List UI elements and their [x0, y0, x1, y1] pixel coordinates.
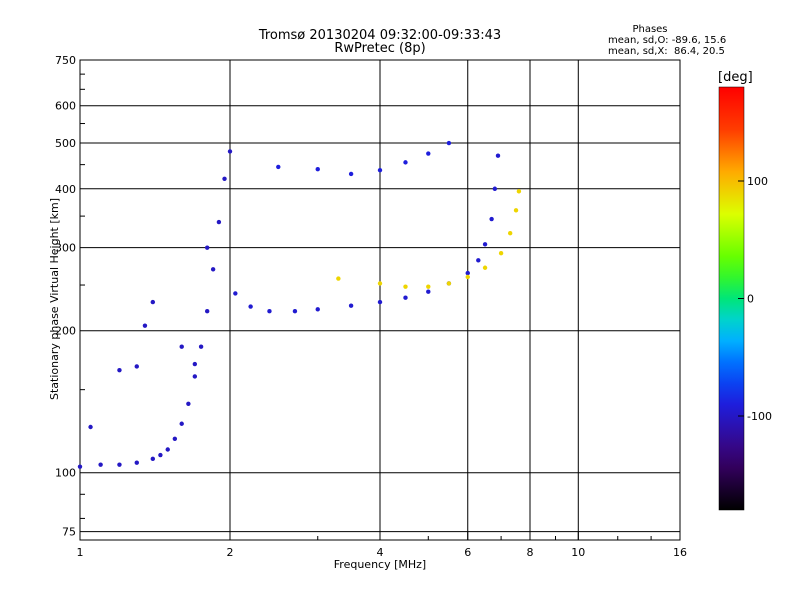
x-tick-label: 6	[464, 546, 471, 559]
x-tick-label: 2	[227, 546, 234, 559]
data-point	[482, 242, 488, 247]
data-point	[465, 274, 470, 280]
data-point	[377, 167, 383, 173]
colorbar-tick-label: 0	[747, 293, 754, 306]
data-point	[222, 176, 227, 181]
x-tick-label: 8	[527, 546, 534, 559]
data-point	[377, 281, 383, 286]
chart-subtitle: RwPretec (8p)	[334, 41, 426, 56]
y-tick-label: 750	[55, 54, 76, 67]
data-point	[227, 149, 233, 154]
data-point	[476, 258, 481, 263]
colorbar-tick-label: -100	[747, 410, 772, 423]
x-tick-label: 4	[377, 546, 384, 559]
data-point	[315, 167, 320, 172]
data-point	[446, 140, 452, 146]
data-point	[165, 447, 170, 452]
data-point	[292, 309, 298, 314]
data-point	[77, 464, 83, 469]
data-point	[216, 219, 222, 225]
data-point	[204, 309, 210, 314]
data-point	[142, 323, 148, 328]
data-point	[377, 299, 383, 305]
data-point	[248, 304, 253, 309]
chart-title: Tromsø 20130204 09:32:00-09:33:43	[258, 28, 502, 43]
data-point	[204, 245, 210, 250]
data-point	[267, 309, 272, 314]
data-point	[403, 295, 408, 300]
data-point	[426, 289, 431, 294]
phase-header: Phases	[632, 24, 668, 35]
data-point	[198, 344, 204, 349]
data-point	[348, 303, 354, 308]
data-point	[426, 284, 431, 289]
phase-x-stats: mean, sd,X: 86.4, 20.5	[608, 46, 725, 57]
data-point	[315, 307, 320, 312]
data-point	[117, 462, 122, 467]
data-point	[403, 160, 408, 165]
data-point	[134, 460, 139, 465]
data-point	[192, 374, 198, 379]
data-point	[426, 151, 431, 156]
data-point	[465, 270, 470, 276]
x-tick-label: 1	[77, 546, 84, 559]
data-point	[495, 153, 501, 158]
x-axis-label: Frequency [MHz]	[333, 558, 427, 571]
phase-o-stats: mean, sd,O: -89.6, 15.6	[608, 35, 727, 46]
y-tick-label: 500	[55, 137, 76, 150]
x-tick-label: 16	[673, 546, 687, 559]
data-point	[233, 291, 238, 296]
data-point	[492, 186, 498, 191]
y-tick-label: 400	[55, 183, 76, 196]
colorbar-label: [deg]	[718, 70, 753, 85]
data-point	[516, 189, 522, 194]
data-point	[150, 456, 156, 462]
data-point	[192, 361, 198, 367]
data-point	[489, 216, 494, 222]
data-point	[513, 208, 519, 213]
data-point	[134, 364, 139, 369]
data-point	[336, 276, 341, 281]
data-point	[186, 401, 191, 406]
data-point	[117, 367, 122, 373]
y-tick-label: 200	[55, 325, 76, 338]
data-point	[498, 251, 504, 256]
data-point	[150, 299, 156, 305]
data-point	[507, 230, 513, 236]
data-point	[210, 267, 216, 272]
data-point	[158, 452, 163, 458]
data-point	[276, 164, 281, 170]
y-tick-label: 600	[55, 100, 76, 113]
data-point	[172, 436, 178, 442]
x-tick-label: 10	[571, 546, 585, 559]
y-tick-label: 300	[55, 242, 76, 255]
data-point	[403, 284, 408, 289]
data-point	[482, 265, 488, 270]
data-point	[88, 424, 93, 430]
data-point	[348, 171, 354, 177]
colorbar-tick-label: 100	[747, 175, 768, 188]
y-axis-label: Stationary phase Virtual Height [km]	[48, 197, 61, 400]
data-point	[179, 421, 184, 426]
data-point	[446, 281, 452, 286]
y-tick-label: 75	[62, 526, 76, 539]
data-point	[98, 462, 103, 467]
data-point	[179, 344, 184, 349]
y-tick-label: 100	[55, 467, 76, 480]
